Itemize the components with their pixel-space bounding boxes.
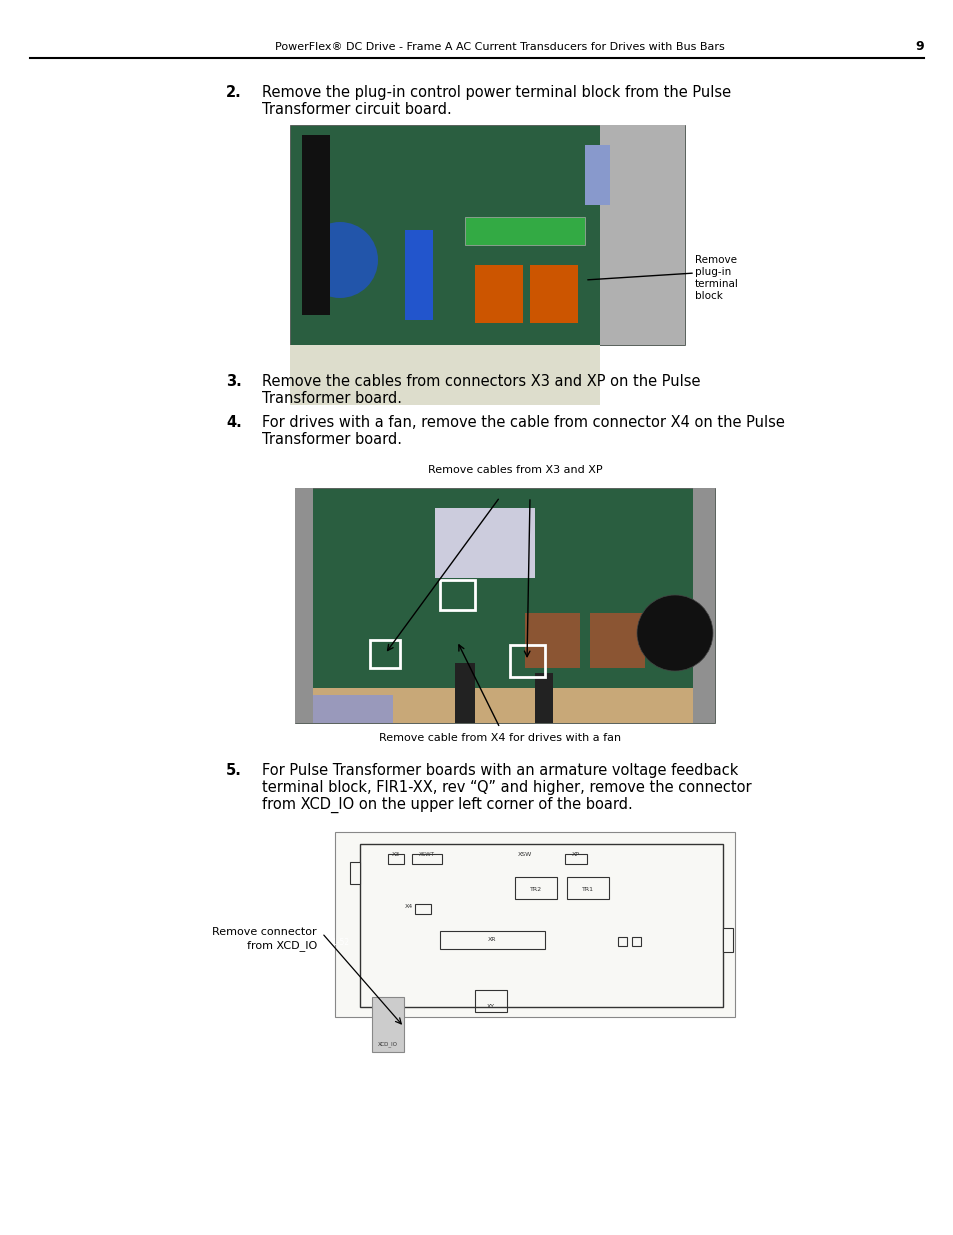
Text: X3: X3 [392, 852, 399, 857]
Bar [372, 997, 403, 1052]
Text: XR: XR [487, 937, 496, 942]
Bar [564, 853, 586, 864]
Text: 5.: 5. [226, 763, 242, 778]
Bar [359, 844, 722, 1007]
Text: 3.: 3. [226, 374, 242, 389]
Bar [412, 853, 441, 864]
Bar [294, 488, 714, 722]
Text: XY: XY [486, 1004, 495, 1009]
Circle shape [637, 595, 712, 671]
Text: TR2: TR2 [529, 887, 541, 892]
Text: FIR1-52: FIR1-52 [319, 939, 349, 947]
Bar [370, 640, 399, 668]
Text: For Pulse Transformer boards with an armature voltage feedback: For Pulse Transformer boards with an arm… [262, 763, 738, 778]
Text: block: block [695, 291, 722, 301]
Circle shape [302, 222, 377, 298]
Bar [722, 927, 732, 952]
Text: plug-in: plug-in [695, 267, 731, 277]
Bar [290, 125, 684, 345]
Bar [535, 673, 553, 722]
Text: Transformer board.: Transformer board. [262, 432, 401, 447]
Text: TR1: TR1 [581, 887, 594, 892]
Text: XSWT: XSWT [418, 852, 435, 857]
Bar [290, 345, 599, 405]
Bar [510, 645, 544, 677]
Bar [475, 990, 506, 1011]
Text: terminal block, FIR1-XX, rev “Q” and higher, remove the connector: terminal block, FIR1-XX, rev “Q” and hig… [262, 781, 751, 795]
Text: Remove cables from X3 and XP: Remove cables from X3 and XP [427, 466, 601, 475]
Bar [631, 937, 640, 946]
Bar [435, 508, 535, 578]
Bar [439, 931, 544, 948]
Bar [475, 266, 522, 324]
Bar [455, 663, 475, 722]
Text: Remove connector: Remove connector [213, 927, 316, 937]
Text: XP: XP [572, 852, 579, 857]
Bar [530, 266, 578, 324]
Bar [524, 613, 579, 668]
Text: Remove: Remove [695, 254, 737, 266]
Text: Remove the plug-in control power terminal block from the Pulse: Remove the plug-in control power termina… [262, 85, 730, 100]
Bar [415, 904, 431, 914]
Text: from XCD_IO on the upper left corner of the board.: from XCD_IO on the upper left corner of … [262, 797, 632, 813]
Text: terminal: terminal [695, 279, 739, 289]
Bar [294, 688, 714, 722]
Text: 2.: 2. [226, 85, 242, 100]
Text: PowerFlex® DC Drive - Frame A AC Current Transducers for Drives with Bus Bars: PowerFlex® DC Drive - Frame A AC Current… [274, 42, 724, 52]
Text: For drives with a fan, remove the cable from connector X4 on the Pulse: For drives with a fan, remove the cable … [262, 415, 784, 430]
Bar [388, 853, 403, 864]
Bar [692, 488, 714, 722]
Text: X4: X4 [404, 904, 413, 909]
Bar [584, 144, 609, 205]
Text: from XCD_IO: from XCD_IO [247, 940, 316, 951]
Bar [618, 937, 626, 946]
Bar [302, 135, 330, 315]
Text: Remove the cables from connectors X3 and XP on the Pulse: Remove the cables from connectors X3 and… [262, 374, 700, 389]
Bar [439, 580, 475, 610]
Text: XCD_IO: XCD_IO [377, 1041, 397, 1047]
Bar [405, 230, 433, 320]
Bar [294, 488, 313, 722]
Text: XSW: XSW [517, 852, 532, 857]
Bar [335, 832, 734, 1016]
Bar [515, 877, 557, 899]
Text: Transformer board.: Transformer board. [262, 391, 401, 406]
Bar [350, 862, 359, 884]
Bar [589, 613, 644, 668]
Bar [599, 125, 684, 345]
Bar [313, 695, 393, 722]
Text: 9: 9 [915, 41, 923, 53]
Bar [566, 877, 608, 899]
Text: Remove cable from X4 for drives with a fan: Remove cable from X4 for drives with a f… [378, 734, 620, 743]
Text: 4.: 4. [226, 415, 242, 430]
Bar [464, 217, 584, 245]
Text: Transformer circuit board.: Transformer circuit board. [262, 103, 452, 117]
